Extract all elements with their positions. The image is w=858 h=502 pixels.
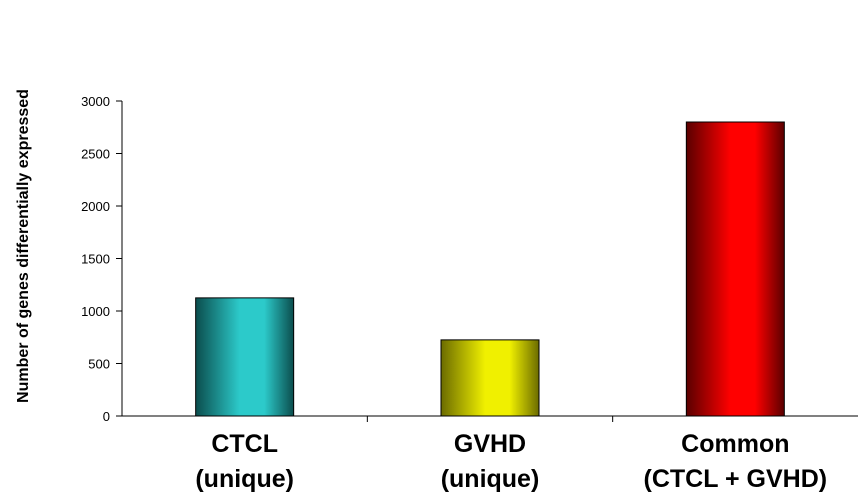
y-tick-label: 1500 bbox=[81, 252, 110, 267]
y-tick-label: 2500 bbox=[81, 147, 110, 162]
bar-common bbox=[685, 121, 785, 417]
y-tick-label: 2000 bbox=[81, 199, 110, 214]
x-category-label: (unique) bbox=[441, 465, 540, 493]
x-category-label: (CTCL + GVHD) bbox=[644, 465, 828, 493]
x-category-label: GVHD bbox=[454, 430, 526, 458]
x-category-label: CTCL bbox=[211, 430, 278, 458]
x-axis-categories: CTCL (unique) GVHD (unique) Common (CTCL + GV… bbox=[195, 430, 827, 493]
x-category-label: (unique) bbox=[195, 465, 294, 493]
y-axis-label: Number of genes differentially expressed bbox=[15, 89, 32, 403]
y-axis-ticks: 0 500 1000 1500 2000 2500 3000 bbox=[81, 94, 122, 424]
bars bbox=[195, 121, 785, 417]
y-tick-label: 500 bbox=[88, 357, 110, 372]
y-tick-label: 0 bbox=[103, 409, 110, 424]
y-tick-label: 3000 bbox=[81, 94, 110, 109]
bar-gvhd bbox=[440, 339, 540, 417]
y-tick-label: 1000 bbox=[81, 304, 110, 319]
bar-ctcl bbox=[195, 297, 295, 417]
x-category-label: Common bbox=[681, 430, 789, 458]
